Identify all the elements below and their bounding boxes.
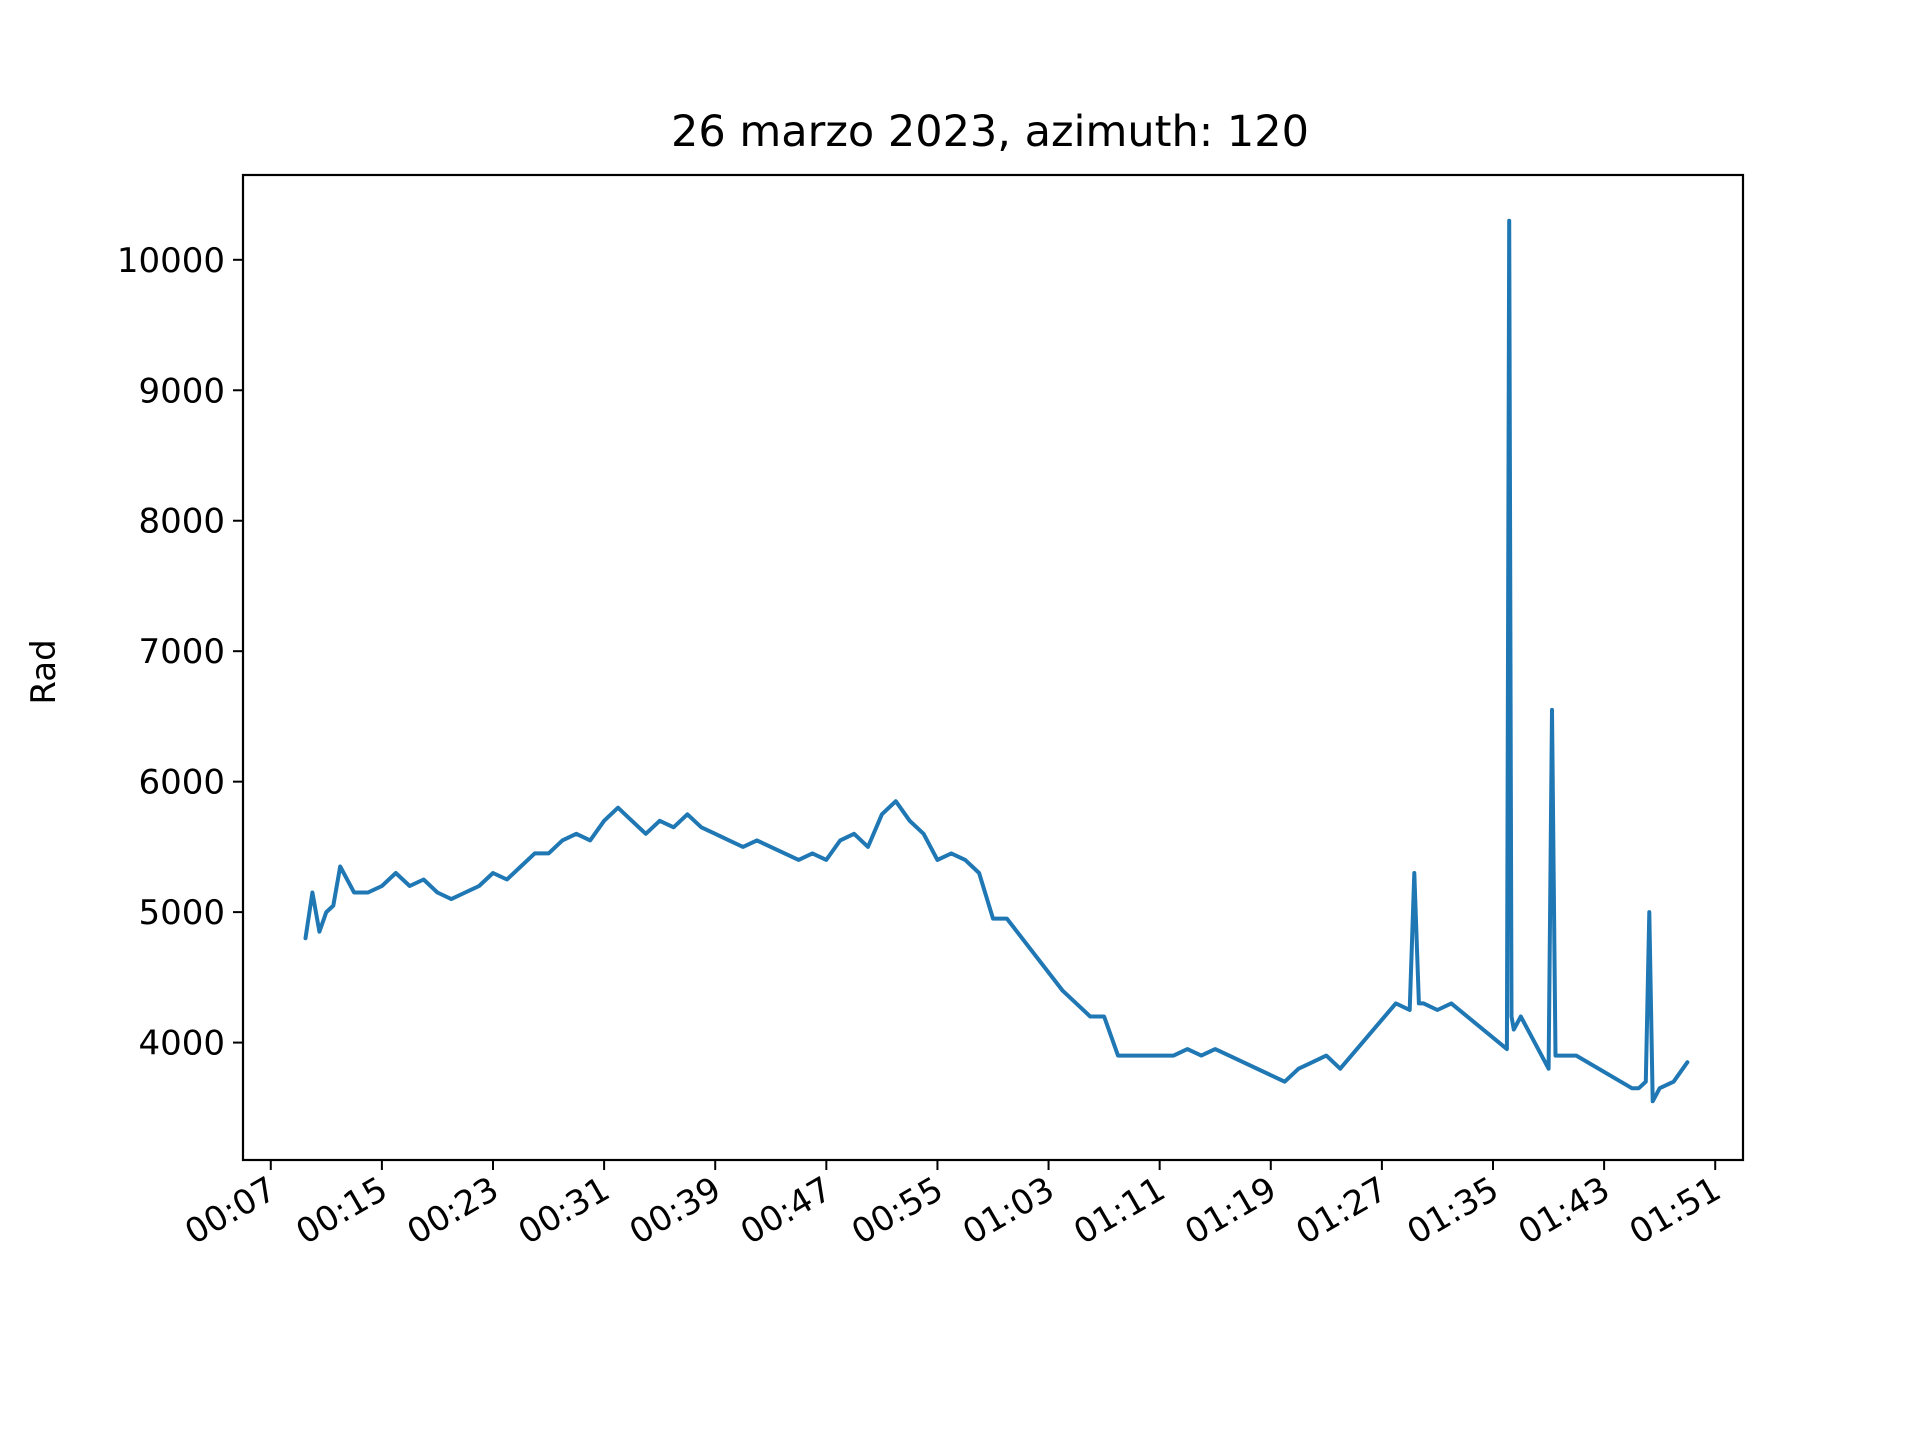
y-tick-label: 8000 bbox=[138, 502, 225, 542]
y-tick-label: 5000 bbox=[138, 893, 225, 933]
y-tick-label: 7000 bbox=[138, 632, 225, 672]
chart-title: 26 marzo 2023, azimuth: 120 bbox=[671, 107, 1309, 157]
y-tick-label: 4000 bbox=[138, 1024, 225, 1064]
plot-frame bbox=[241, 173, 1745, 1162]
series-line bbox=[303, 218, 1690, 1104]
y-tick-label: 9000 bbox=[138, 371, 225, 411]
y-tick-label: 6000 bbox=[138, 763, 225, 803]
y-tick-label: 10000 bbox=[117, 241, 225, 281]
y-axis-label: Rad bbox=[24, 639, 64, 704]
y-axis: 4000 5000 6000 7000 8000 9000 10000 bbox=[117, 241, 243, 1064]
plot-area bbox=[241, 173, 1745, 1162]
